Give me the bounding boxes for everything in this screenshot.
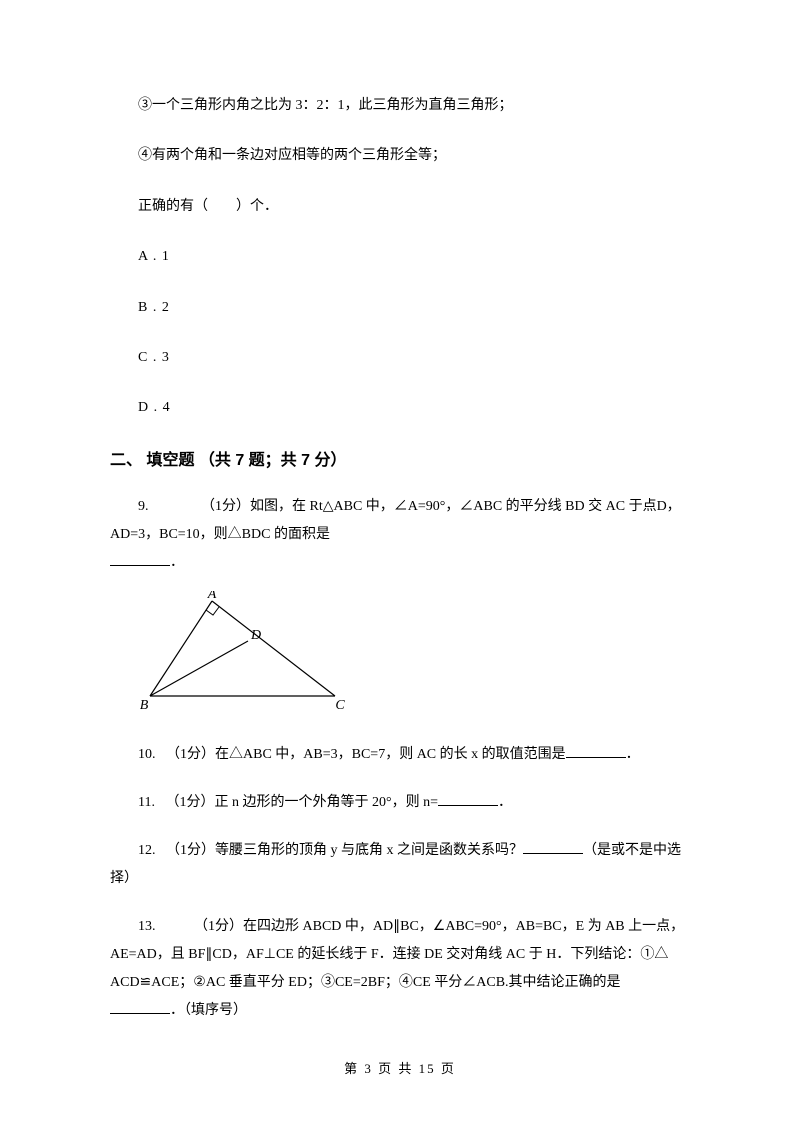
- statement-4: ④有两个角和一条边对应相等的两个三角形全等；: [110, 145, 690, 167]
- question-12: 12. （1分）等腰三角形的顶角 y 与底角 x 之间是函数关系吗？（是或不是中…: [110, 837, 690, 893]
- q13-text-after: ．（填序号）: [170, 1003, 247, 1018]
- option-c: C . 3: [110, 347, 690, 369]
- q9-text-before: 9. （1分）如图，在 Rt△ABC 中，∠A=90°，∠ABC 的平分线 BD…: [110, 493, 690, 549]
- label-a: A: [207, 591, 217, 602]
- q12-blank: [523, 840, 583, 854]
- question-13: 13. （1分）在四边形 ABCD 中，AD∥BC，∠ABC=90°，AB=BC…: [110, 913, 690, 1025]
- option-a: A . 1: [110, 246, 690, 268]
- q10-blank: [566, 744, 626, 758]
- q11-text-after: ．: [498, 795, 512, 810]
- line-bd: [150, 641, 248, 696]
- q13-line1: 13. （1分）在四边形 ABCD 中，AD∥BC，∠ABC=90°，AB=BC…: [110, 913, 690, 941]
- question-9: 9. （1分）如图，在 Rt△ABC 中，∠A=90°，∠ABC 的平分线 BD…: [110, 493, 690, 577]
- q9-text-after: ．: [170, 555, 184, 570]
- triangle-figure: A B C D: [140, 591, 690, 721]
- question-10: 10. （1分）在△ABC 中，AB=3，BC=7，则 AC 的长 x 的取值范…: [110, 741, 690, 769]
- q11-text-before: 11. （1分）正 n 边形的一个外角等于 20°，则 n=: [138, 795, 438, 810]
- triangle-svg: A B C D: [140, 591, 360, 716]
- option-d: D . 4: [110, 397, 690, 419]
- q13-line4: ．（填序号）: [110, 997, 690, 1025]
- line-ca: [212, 601, 335, 696]
- q13-line2: AE=AD，且 BF∥CD，AF⊥CE 的延长线于 F．连接 DE 交对角线 A…: [110, 941, 690, 969]
- section-2-header: 二、 填空题 （共 7 题；共 7 分）: [110, 448, 690, 474]
- q13-blank: [110, 1000, 170, 1014]
- question-11: 11. （1分）正 n 边形的一个外角等于 20°，则 n= ．: [110, 789, 690, 817]
- q10-text-before: 10. （1分）在△ABC 中，AB=3，BC=7，则 AC 的长 x 的取值范…: [138, 747, 566, 762]
- q9-blank: [110, 552, 170, 566]
- q11-blank: [438, 792, 498, 806]
- label-b: B: [140, 698, 149, 713]
- q12-text-before: 12. （1分）等腰三角形的顶角 y 与底角 x 之间是函数关系吗？: [110, 837, 523, 865]
- line-ab: [150, 601, 212, 696]
- label-c: C: [335, 698, 345, 713]
- statement-3: ③一个三角形内角之比为 3：2：1，此三角形为直角三角形；: [110, 95, 690, 117]
- q13-line3: ACD≌ACE；②AC 垂直平分 ED；③CE=2BF；④CE 平分∠ACB.其…: [110, 969, 690, 997]
- question-prompt: 正确的有（ ）个．: [110, 196, 690, 218]
- q10-text-after: ．: [626, 747, 640, 762]
- option-b: B . 2: [110, 297, 690, 319]
- page-footer: 第 3 页 共 15 页: [0, 1058, 800, 1077]
- label-d: D: [250, 628, 261, 643]
